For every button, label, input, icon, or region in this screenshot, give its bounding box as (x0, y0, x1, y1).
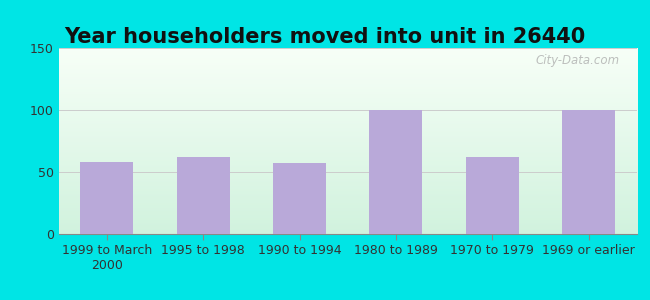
Text: Year householders moved into unit in 26440: Year householders moved into unit in 264… (64, 27, 586, 47)
Bar (562, 110, 616, 234)
Bar (369, 110, 423, 234)
Text: City-Data.com: City-Data.com (536, 54, 619, 67)
Bar (273, 163, 326, 234)
Bar (177, 157, 229, 234)
Bar (466, 157, 519, 234)
Bar (80, 162, 133, 234)
